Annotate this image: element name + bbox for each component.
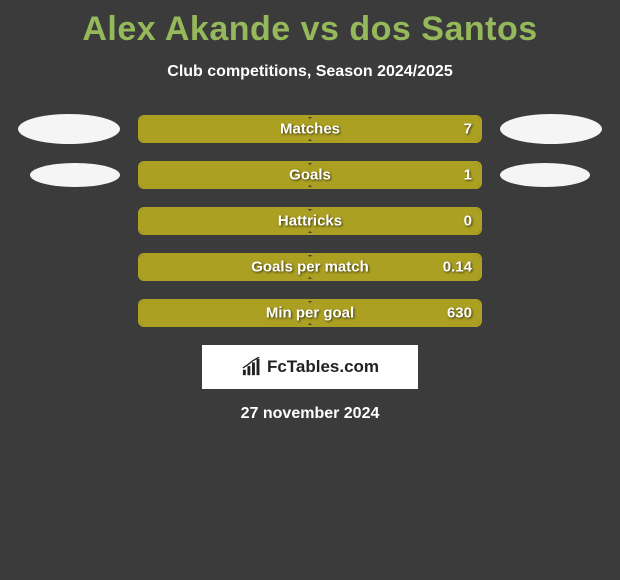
stats-area: Matches 7 Goals 1 Hattricks 0 Goals per match 0… bbox=[0, 115, 620, 327]
page-title: Alex Akande vs dos Santos bbox=[0, 0, 620, 49]
bar-fill-right bbox=[310, 163, 480, 187]
player-avatar-right bbox=[500, 114, 602, 144]
stat-row: Min per goal 630 bbox=[0, 299, 620, 327]
player-avatar-left bbox=[30, 163, 120, 187]
stat-value-right: 1 bbox=[464, 167, 472, 184]
bar-fill-left bbox=[140, 163, 310, 187]
brand-box: FcTables.com bbox=[202, 345, 418, 389]
stat-bar: Min per goal 630 bbox=[138, 299, 482, 327]
player-avatar-right bbox=[500, 163, 590, 187]
stat-row: Goals 1 bbox=[0, 161, 620, 189]
stat-label: Goals per match bbox=[251, 259, 369, 276]
subtitle: Club competitions, Season 2024/2025 bbox=[0, 63, 620, 81]
stat-row: Hattricks 0 bbox=[0, 207, 620, 235]
stat-value-right: 0 bbox=[464, 213, 472, 230]
stat-label: Matches bbox=[280, 121, 340, 138]
stat-value-right: 0.14 bbox=[443, 259, 472, 276]
stat-bar: Goals per match 0.14 bbox=[138, 253, 482, 281]
stat-label: Min per goal bbox=[266, 305, 354, 322]
stat-row: Matches 7 bbox=[0, 115, 620, 143]
stat-label: Goals bbox=[289, 167, 331, 184]
brand-text: FcTables.com bbox=[267, 357, 379, 377]
stat-label: Hattricks bbox=[278, 213, 342, 230]
stat-value-right: 7 bbox=[464, 121, 472, 138]
stat-row: Goals per match 0.14 bbox=[0, 253, 620, 281]
date-text: 27 november 2024 bbox=[0, 405, 620, 423]
player-avatar-left bbox=[18, 114, 120, 144]
stat-bar: Hattricks 0 bbox=[138, 207, 482, 235]
stat-bar: Goals 1 bbox=[138, 161, 482, 189]
stat-bar: Matches 7 bbox=[138, 115, 482, 143]
stat-value-right: 630 bbox=[447, 305, 472, 322]
chart-icon bbox=[241, 357, 263, 377]
